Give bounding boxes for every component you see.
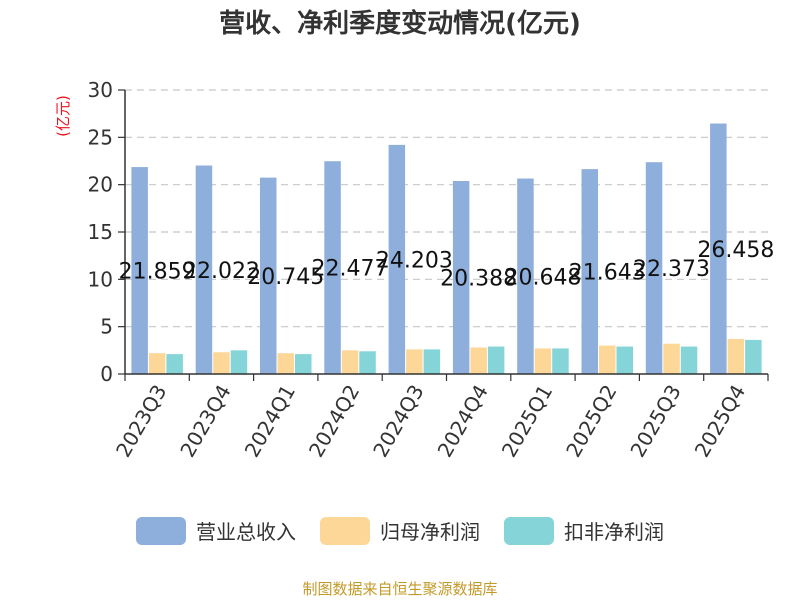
bar-revenue: [452, 180, 470, 374]
legend-swatch-revenue: [136, 516, 186, 545]
x-tick-label: 2025Q3: [625, 381, 685, 462]
bar-revenue: [260, 177, 277, 374]
data-label: 26.458: [697, 238, 774, 263]
x-tick-label: 2025Q1: [497, 381, 557, 462]
y-tick-label: 0: [100, 362, 113, 386]
data-label: 20.648: [504, 265, 581, 290]
bar-parent-net-profit: [277, 353, 294, 374]
y-tick-label: 30: [88, 78, 113, 102]
bar-parent-net-profit: [341, 350, 359, 374]
data-label: 24.203: [376, 248, 453, 273]
bar-revenue: [324, 161, 341, 374]
x-tick-label: 2023Q3: [111, 381, 171, 462]
x-tick-label: 2024Q3: [368, 381, 428, 462]
bar-parent-net-profit: [727, 338, 745, 374]
source-note: 制图数据来自恒生聚源数据库: [302, 580, 498, 598]
x-tick-label: 2024Q2: [304, 381, 364, 462]
bar-non-recurring-net-profit: [166, 354, 183, 374]
data-label: 21.859: [119, 260, 196, 285]
bars: [131, 123, 762, 374]
chart-title: 营收、净利季度变动情况(亿元): [219, 8, 581, 39]
data-label: 22.477: [312, 257, 389, 282]
bar-revenue: [131, 167, 148, 374]
bar-parent-net-profit: [534, 348, 552, 374]
bar-revenue: [645, 162, 663, 374]
bar-non-recurring-net-profit: [423, 349, 441, 374]
legend-item-parent-net-profit[interactable]: 归母净利润: [320, 516, 480, 545]
bar-revenue: [388, 144, 406, 374]
legend-item-revenue[interactable]: 营业总收入: [136, 516, 296, 545]
data-label: 22.373: [633, 257, 710, 282]
data-label: 22.022: [183, 259, 260, 284]
bar-parent-net-profit: [663, 343, 680, 374]
legend-label-revenue: 营业总收入: [196, 520, 296, 544]
x-tick-label: 2023Q4: [175, 381, 235, 462]
y-tick-label: 20: [88, 173, 113, 197]
legend-swatch-parent-net-profit: [320, 516, 370, 545]
data-label: 21.643: [569, 261, 646, 286]
bar-revenue: [710, 123, 727, 374]
bar-revenue: [195, 165, 213, 374]
legend-swatch-non-recurring-net-profit: [504, 516, 554, 545]
data-label: 20.388: [440, 266, 517, 291]
bar-non-recurring-net-profit: [616, 346, 633, 374]
data-label: 20.745: [247, 265, 324, 290]
y-axis-label: (亿元): [54, 95, 72, 137]
x-tick-label: 2024Q1: [240, 381, 300, 462]
data-labels: 21.85922.02220.74522.47724.20320.38820.6…: [119, 238, 775, 292]
x-tick-label: 2024Q4: [433, 381, 493, 462]
bar-non-recurring-net-profit: [745, 339, 762, 374]
bar-revenue: [581, 169, 598, 374]
bar-non-recurring-net-profit: [680, 346, 698, 374]
legend-label-non-recurring-net-profit: 扣非净利润: [564, 520, 664, 544]
bar-non-recurring-net-profit: [552, 348, 569, 374]
y-tick-label: 10: [88, 267, 113, 291]
bar-non-recurring-net-profit: [295, 354, 312, 374]
bar-non-recurring-net-profit: [230, 350, 248, 374]
x-tick-label: 2025Q4: [690, 381, 750, 462]
bar-non-recurring-net-profit: [359, 351, 376, 374]
y-tick-label: 15: [88, 220, 113, 244]
legend-label-parent-net-profit: 归母净利润: [380, 520, 480, 544]
bar-parent-net-profit: [148, 353, 166, 374]
legend: 营业总收入 归母净利润 扣非净利润: [0, 516, 800, 545]
y-tick-label: 5: [100, 315, 113, 339]
bar-revenue: [517, 178, 534, 374]
bar-parent-net-profit: [406, 349, 423, 374]
legend-item-non-recurring-net-profit[interactable]: 扣非净利润: [504, 516, 664, 545]
x-tick-label: 2025Q2: [561, 381, 621, 462]
bar-parent-net-profit: [213, 352, 230, 374]
bar-parent-net-profit: [470, 347, 487, 374]
y-tick-label: 25: [88, 125, 113, 149]
bar-parent-net-profit: [599, 345, 616, 374]
bar-non-recurring-net-profit: [487, 346, 505, 374]
